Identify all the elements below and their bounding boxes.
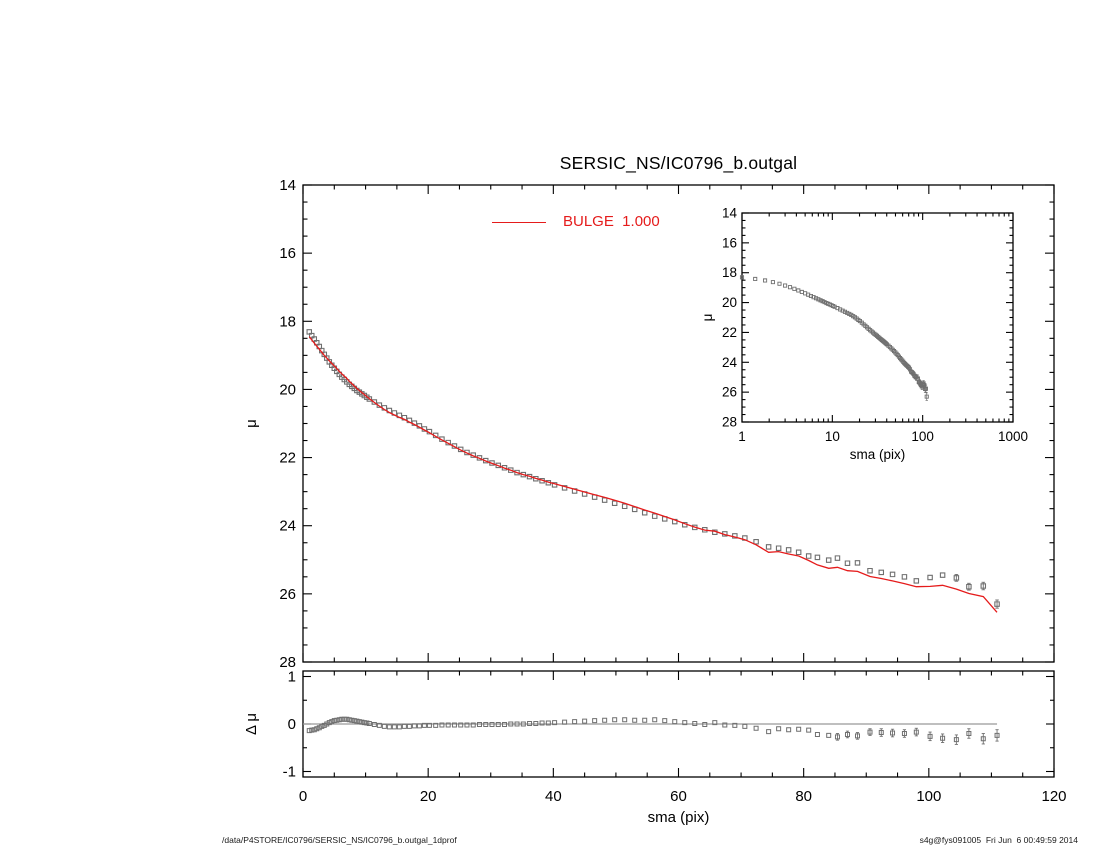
inset-y-tick-label: 20 bbox=[722, 295, 737, 310]
footer-user-timestamp: s4g@fys091005 Fri Jun 6 00:49:59 2014 bbox=[919, 835, 1078, 845]
footer-file-path: /data/P4STORE/IC0796/SERSIC_NS/IC0796_b.… bbox=[222, 835, 457, 845]
inset-data-points bbox=[739, 275, 929, 401]
main-y-tick-label: 14 bbox=[279, 177, 296, 194]
x-tick-label: 60 bbox=[670, 788, 687, 805]
inset-y-tick-label: 14 bbox=[722, 206, 738, 221]
residual-y-tick-label: 1 bbox=[288, 669, 296, 686]
inset-plot-frame bbox=[741, 212, 1014, 423]
legend-label: BULGE 1.000 bbox=[563, 213, 660, 230]
inset-x-tick-label: 1000 bbox=[998, 429, 1028, 444]
residual-data-points bbox=[306, 716, 1000, 745]
x-tick-label: 100 bbox=[916, 788, 941, 805]
main-y-tick-label: 20 bbox=[279, 381, 296, 398]
x-axis-ticks bbox=[302, 185, 1055, 777]
x-tick-label: 80 bbox=[795, 788, 812, 805]
inset-y-tick-label: 28 bbox=[722, 415, 737, 430]
plot-title: SERSIC_NS/IC0796_b.outgal bbox=[559, 153, 798, 173]
x-tick-label: 120 bbox=[1041, 788, 1066, 805]
residual-y-tick-label: 0 bbox=[288, 716, 296, 733]
legend-line-sample bbox=[492, 222, 546, 223]
main-y-axis-title: μ bbox=[243, 419, 260, 428]
x-tick-label: 40 bbox=[545, 788, 562, 805]
inset-y-tick-label: 22 bbox=[722, 325, 737, 340]
main-y-tick-label: 18 bbox=[279, 313, 296, 330]
main-y-tick-label: 26 bbox=[279, 586, 296, 603]
inset-ticks bbox=[741, 212, 1014, 423]
residual-y-axis-title: Δ μ bbox=[243, 713, 260, 735]
main-y-tick-label: 16 bbox=[279, 245, 296, 262]
main-data-points bbox=[306, 329, 1000, 609]
inset-x-tick-label: 1 bbox=[738, 429, 746, 444]
main-y-tick-label: 28 bbox=[279, 654, 296, 671]
residual-y-tick-label: -1 bbox=[283, 764, 296, 781]
inset-y-tick-label: 18 bbox=[722, 265, 737, 280]
inset-x-axis-title: sma (pix) bbox=[850, 447, 906, 462]
inset-y-axis-title: μ bbox=[700, 314, 715, 322]
inset-x-tick-label: 10 bbox=[825, 429, 840, 444]
inset-y-tick-label: 26 bbox=[722, 385, 737, 400]
main-y-ticks bbox=[303, 184, 1054, 663]
x-tick-label: 20 bbox=[420, 788, 437, 805]
bulge-model-line bbox=[308, 336, 998, 613]
main-plot-frame bbox=[302, 184, 1055, 663]
main-y-tick-label: 24 bbox=[279, 518, 296, 535]
main-y-tick-label: 22 bbox=[279, 450, 296, 467]
inset-x-tick-label: 100 bbox=[911, 429, 934, 444]
x-tick-label: 0 bbox=[299, 788, 307, 805]
residual-y-ticks bbox=[303, 675, 1054, 773]
inset-y-tick-label: 24 bbox=[722, 355, 738, 370]
inset-y-tick-label: 16 bbox=[722, 235, 737, 250]
x-axis-title: sma (pix) bbox=[648, 809, 710, 826]
